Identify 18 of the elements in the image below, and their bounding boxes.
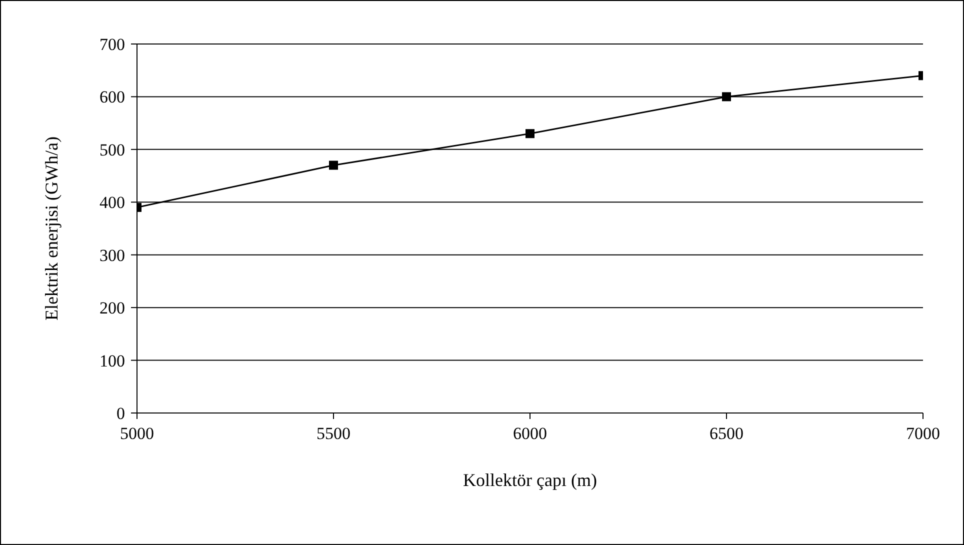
y-tick-label: 500 <box>100 140 125 160</box>
y-tick-label: 100 <box>100 351 125 370</box>
x-tick-label: 7000 <box>906 424 940 444</box>
y-tick-label: 600 <box>100 88 125 107</box>
y-tick-label: 400 <box>100 193 125 212</box>
point <box>722 92 731 102</box>
point <box>526 129 534 138</box>
x-tick-label: 5000 <box>120 424 154 444</box>
y-tick-label: 700 <box>100 35 125 54</box>
x-tick-label: 6000 <box>513 424 547 444</box>
x-axis-title: Kollektör çapı (m) <box>463 470 597 490</box>
y-tick-label: 0 <box>116 404 125 424</box>
x-tick-label: 6500 <box>710 424 744 444</box>
y-axis-title: Elektrik enerjisi (GWh/a) <box>41 136 62 320</box>
y-tick-label: 300 <box>100 246 125 265</box>
point <box>329 160 338 170</box>
x-tick-label: 5500 <box>316 424 350 444</box>
y-tick-label: 200 <box>100 298 125 318</box>
